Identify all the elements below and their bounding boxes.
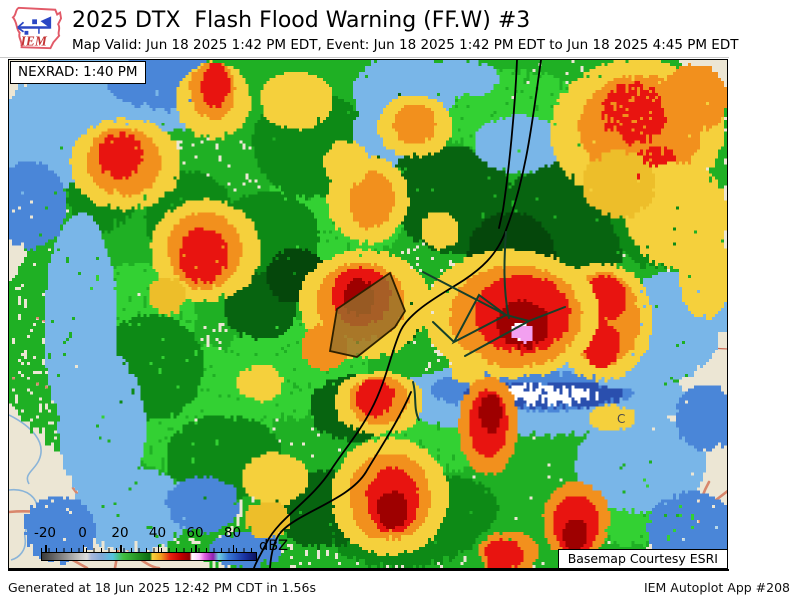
header: IEM 2025 DTX Flash Flood Warning (FF.W) … xyxy=(0,0,800,57)
colorbar-major-tick xyxy=(157,545,159,552)
highway-path xyxy=(269,391,412,568)
colorbar: -20 0 20 40 60 80 dBZ xyxy=(34,525,321,567)
colorbar-tick-label: 20 xyxy=(111,525,129,541)
colorbar-major-tick xyxy=(45,545,47,552)
city-label: C xyxy=(617,412,626,426)
map-bottom-border xyxy=(8,569,729,571)
highway-path xyxy=(253,60,542,568)
colorbar-unit-label: dBZ xyxy=(259,538,289,554)
droad-path xyxy=(422,271,566,357)
highway-path xyxy=(498,60,518,229)
droad-path xyxy=(503,231,510,319)
nexrad-time-label: NEXRAD: 1:40 PM xyxy=(10,61,146,84)
colorbar-ticks xyxy=(41,545,257,552)
header-divider xyxy=(0,57,729,58)
colorbar-gradient xyxy=(41,552,257,561)
generated-timestamp: Generated at 18 Jun 2025 12:42 PM CDT in… xyxy=(8,580,316,595)
iem-logo: IEM xyxy=(11,6,63,50)
colorbar-major-tick xyxy=(120,545,122,552)
colorbar-tick-label: -20 xyxy=(33,525,57,541)
colorbar-major-tick xyxy=(195,545,197,552)
colorbar-major-tick xyxy=(232,545,234,552)
logo-iem-text: IEM xyxy=(20,33,48,48)
colorbar-major-tick xyxy=(82,545,84,552)
flash-flood-warning-polygon xyxy=(328,271,407,358)
colorbar-minor-ticks xyxy=(41,548,257,552)
colorbar-tick-label: 60 xyxy=(186,525,204,541)
app-credit: IEM Autoplot App #208 xyxy=(643,580,790,595)
weather-station-icon xyxy=(17,16,52,35)
overlay-svg xyxy=(253,60,566,568)
map-valid-subtitle: Map Valid: Jun 18 2025 1:42 PM EDT, Even… xyxy=(72,37,739,53)
droad-path xyxy=(412,381,420,421)
page-title: 2025 DTX Flash Flood Warning (FF.W) #3 xyxy=(72,8,531,33)
footer: Generated at 18 Jun 2025 12:42 PM CDT in… xyxy=(8,580,790,598)
basemap-credit: Basemap Courtesy ESRI xyxy=(557,549,727,568)
colorbar-tick-label: 0 xyxy=(78,525,87,541)
radar-map: NEXRAD: 1:40 PM C -20 0 20 40 60 80 dBZ Basem… xyxy=(8,59,728,569)
colorbar-labels: -20 0 20 40 60 80 xyxy=(34,525,257,542)
colorbar-tick-label: 80 xyxy=(223,525,242,541)
colorbar-tick-label: 40 xyxy=(148,525,167,541)
